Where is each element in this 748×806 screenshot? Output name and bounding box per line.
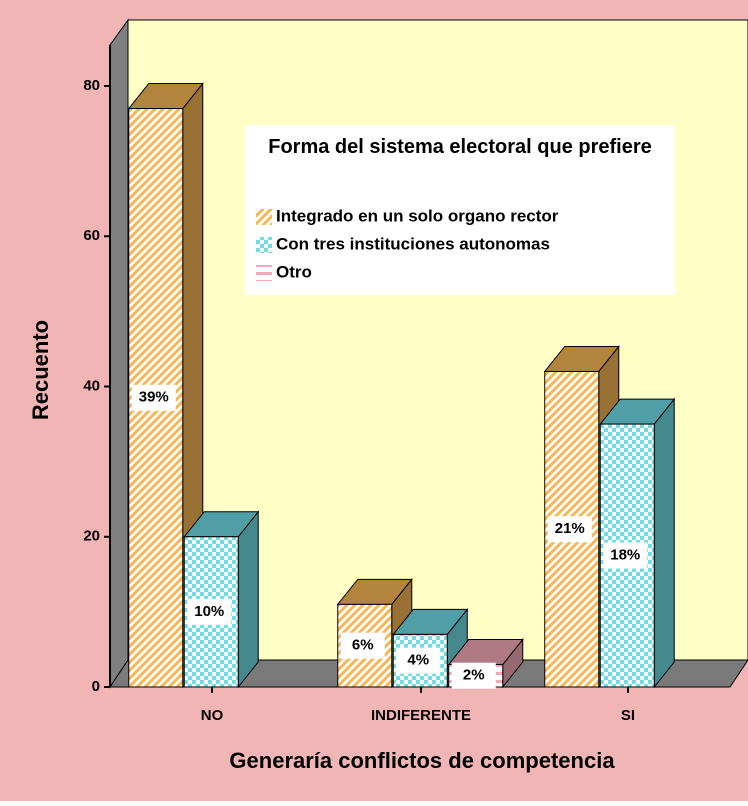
legend-label: Con tres instituciones autonomas <box>276 234 550 253</box>
data-label: 39% <box>139 389 169 406</box>
legend-title: Forma del sistema electoral que prefiere <box>268 136 652 158</box>
y-axis-label: Recuento <box>28 320 53 420</box>
data-label: 2% <box>463 667 485 684</box>
data-label: 4% <box>407 652 429 669</box>
data-label: 18% <box>610 547 640 564</box>
data-label: 6% <box>352 637 374 654</box>
data-label-box <box>340 632 385 659</box>
x-tick-label: NO <box>201 707 224 724</box>
data-label-box <box>603 542 648 569</box>
bar-side <box>237 510 259 689</box>
legend-label: Otro <box>276 262 312 281</box>
y-tick-label: 80 <box>83 77 100 94</box>
y-tick-label: 0 <box>92 678 100 695</box>
x-axis-label: Generaría conflictos de competencia <box>229 748 615 773</box>
legend-swatch <box>256 237 272 253</box>
legend-swatch <box>256 209 272 225</box>
data-label: 21% <box>555 520 585 537</box>
data-label-box <box>547 516 592 543</box>
legend-label: Integrado en un solo organo rector <box>276 206 559 225</box>
legend-swatch <box>256 265 272 281</box>
x-tick-label: INDIFERENTE <box>371 707 471 724</box>
bar <box>183 510 260 689</box>
legend-title-box: Forma del sistema electoral que prefiere <box>268 136 652 158</box>
y-tick-label: 20 <box>83 528 100 545</box>
legend: Forma del sistema electoral que prefiere… <box>245 125 675 295</box>
y-tick-label: 40 <box>83 377 100 394</box>
data-label-box <box>131 384 176 411</box>
legend-box <box>245 125 675 295</box>
data-label: 10% <box>194 603 224 620</box>
y-tick-label: 60 <box>83 227 100 244</box>
left-wall <box>109 18 129 689</box>
data-label-box <box>396 647 441 674</box>
data-label-box <box>187 598 232 625</box>
bar-side <box>653 397 675 689</box>
x-tick-label: SI <box>621 707 635 724</box>
plot: 0 20 40 60 80 NO INDIFERENTE SI 39% 10% 6% 4% 2% 21% 1… <box>83 45 676 724</box>
data-label-box <box>451 662 496 689</box>
